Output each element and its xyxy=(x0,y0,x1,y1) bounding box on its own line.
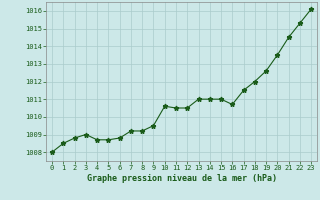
X-axis label: Graphe pression niveau de la mer (hPa): Graphe pression niveau de la mer (hPa) xyxy=(87,174,276,183)
